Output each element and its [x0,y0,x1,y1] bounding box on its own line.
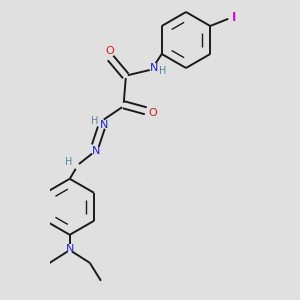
Text: N: N [100,120,108,130]
Text: I: I [232,11,236,24]
Text: N: N [92,146,100,156]
Text: H: H [65,157,72,166]
Text: N: N [150,63,158,73]
Text: H: H [159,66,166,76]
Text: H: H [91,116,99,126]
Text: N: N [66,244,74,254]
Text: O: O [105,46,114,56]
Text: O: O [148,108,157,118]
